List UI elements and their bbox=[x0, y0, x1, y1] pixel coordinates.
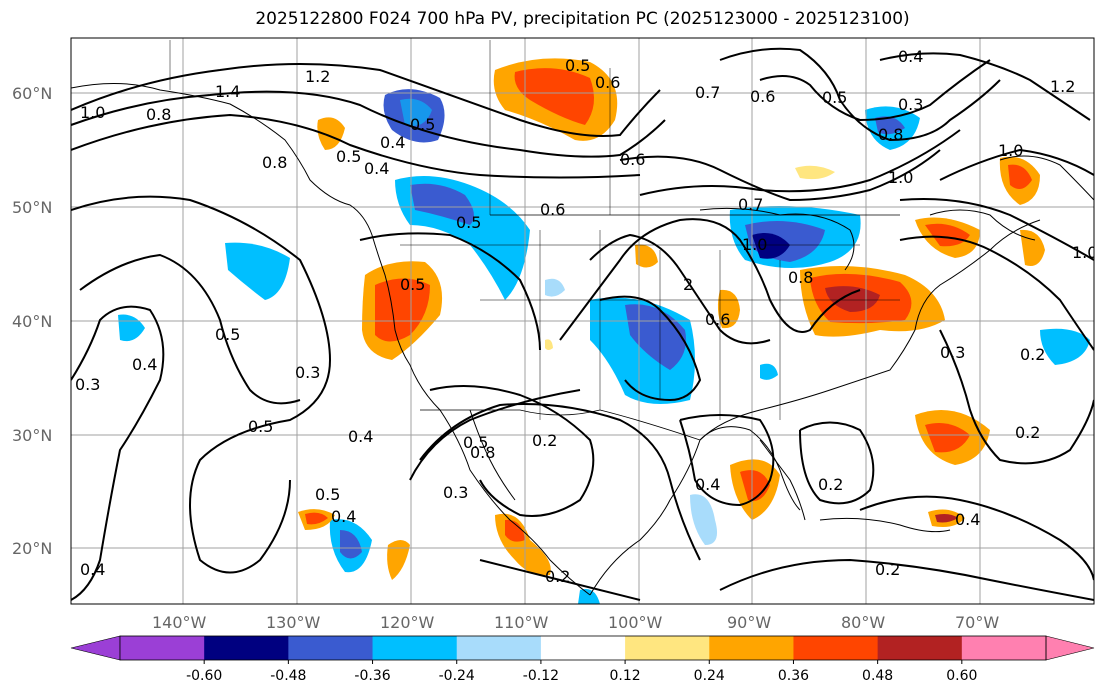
colorbar-swatch bbox=[204, 636, 289, 660]
pv-contours bbox=[71, 47, 1094, 601]
contour-labels: 1.0 0.8 1.4 1.2 0.8 0.5 0.4 0.5 0.6 0.5 … bbox=[75, 47, 1097, 586]
colorbar-swatch bbox=[793, 636, 879, 660]
contour-label: 0.4 bbox=[380, 133, 405, 152]
colorbar-tick-label: 0.24 bbox=[694, 668, 725, 684]
contour-label: 0.5 bbox=[565, 56, 590, 75]
contour-label: 0.4 bbox=[955, 510, 980, 529]
contour-label: 1.0 bbox=[80, 103, 105, 122]
contour-label: 0.2 bbox=[545, 567, 570, 586]
contour-label: 0.7 bbox=[695, 83, 720, 102]
contour-label: 0.5 bbox=[400, 275, 425, 294]
contour-label: 0.7 bbox=[738, 195, 763, 214]
lat-label: 30°N bbox=[12, 426, 52, 445]
lon-label: 80°W bbox=[841, 613, 885, 632]
colorbar-swatch bbox=[625, 636, 710, 660]
coastlines bbox=[71, 40, 1094, 596]
contour-label: 1.2 bbox=[1050, 77, 1075, 96]
colorbar-tick-label: -0.36 bbox=[354, 668, 390, 684]
contour-label: 0.6 bbox=[620, 150, 645, 169]
lon-label: 100°W bbox=[608, 613, 663, 632]
plot-frame bbox=[70, 37, 1095, 605]
contour-label: 0.3 bbox=[75, 375, 100, 394]
lon-label: 70°W bbox=[955, 613, 999, 632]
contour-label: 0.5 bbox=[822, 88, 847, 107]
contour-label: 0.2 bbox=[1020, 345, 1045, 364]
lat-label: 20°N bbox=[12, 539, 52, 558]
latitude-labels: 60°N 50°N 40°N 30°N 20°N bbox=[12, 84, 52, 558]
contour-label: 0.8 bbox=[878, 125, 903, 144]
lat-label: 60°N bbox=[12, 84, 52, 103]
graticule bbox=[71, 38, 1094, 604]
colorbar-swatch bbox=[709, 636, 794, 660]
colorbar-swatch bbox=[120, 636, 205, 660]
contour-label: 0.3 bbox=[898, 95, 923, 114]
contour-label: 1.0 bbox=[1072, 243, 1097, 262]
contour-label: 1.0 bbox=[998, 141, 1023, 160]
contour-label: 0.6 bbox=[540, 200, 565, 219]
lon-label: 120°W bbox=[380, 613, 435, 632]
contour-label: 0.5 bbox=[463, 433, 488, 452]
lat-label: 40°N bbox=[12, 312, 52, 331]
colorbar-extend-high bbox=[1045, 635, 1095, 661]
longitude-labels: 140°W 130°W 120°W 110°W 100°W 90°W 80°W … bbox=[152, 613, 999, 632]
contour-label: 0.5 bbox=[215, 325, 240, 344]
contour-label: 0.2 bbox=[875, 560, 900, 579]
colorbar-swatch bbox=[961, 636, 1047, 660]
contour-label: 0.4 bbox=[898, 47, 923, 66]
contour-label: 0.6 bbox=[595, 73, 620, 92]
contour-label: 0.8 bbox=[788, 268, 813, 287]
colorbar-tick-label: 0.12 bbox=[610, 668, 641, 684]
contour-label: 1.0 bbox=[888, 168, 913, 187]
contour-label: 0.8 bbox=[470, 443, 495, 462]
contour-label: 1.2 bbox=[305, 67, 330, 86]
contour-label: 0.4 bbox=[364, 159, 389, 178]
colorbar-swatch bbox=[540, 636, 626, 660]
contour-label: 0.3 bbox=[295, 363, 320, 382]
map-title: 2025122800 F024 700 hPa PV, precipitatio… bbox=[255, 9, 910, 29]
colorbar-tick-label: -0.24 bbox=[439, 668, 475, 684]
contour-label: 0.8 bbox=[146, 105, 171, 124]
contour-label: 1.0 bbox=[742, 235, 767, 254]
contour-label: 0.2 bbox=[818, 475, 843, 494]
contour-label: 1.4 bbox=[215, 82, 240, 101]
contour-label: 0.5 bbox=[248, 417, 273, 436]
contour-label: 0.2 bbox=[1015, 423, 1040, 442]
contour-label: 0.3 bbox=[443, 483, 468, 502]
colorbar-extend-low bbox=[70, 635, 121, 661]
lat-label: 50°N bbox=[12, 198, 52, 217]
lon-label: 130°W bbox=[266, 613, 321, 632]
contour-label: 0.6 bbox=[705, 310, 730, 329]
lon-label: 90°W bbox=[727, 613, 771, 632]
contour-label: 0.4 bbox=[80, 560, 105, 579]
colorbar-swatch bbox=[288, 636, 374, 660]
contour-label: 0.4 bbox=[132, 355, 157, 374]
colorbar-tick-label: 0.36 bbox=[778, 668, 809, 684]
contour-label: 0.5 bbox=[315, 485, 340, 504]
colorbar-tick-label: 0.60 bbox=[946, 668, 977, 684]
colorbar-swatch bbox=[372, 636, 458, 660]
precip-negative-anomalies bbox=[118, 89, 1090, 604]
colorbar-swatch bbox=[877, 636, 963, 660]
contour-label: 0.5 bbox=[336, 147, 361, 166]
lon-label: 110°W bbox=[494, 613, 549, 632]
colorbar-swatch bbox=[456, 636, 542, 660]
contour-label: 0.4 bbox=[695, 475, 720, 494]
colorbar-tick-label: -0.60 bbox=[186, 668, 222, 684]
colorbar-tick-label: -0.12 bbox=[523, 668, 559, 684]
contour-label: 0.5 bbox=[410, 115, 435, 134]
colorbar-tick-label: -0.48 bbox=[270, 668, 306, 684]
contour-label: 0.4 bbox=[331, 507, 356, 526]
colorbar: -0.60 -0.48 -0.36 -0.24 -0.12 0.12 0.24 0.36 0.4… bbox=[70, 635, 1095, 684]
contour-label: 2 bbox=[683, 275, 693, 294]
contour-label: 0.2 bbox=[532, 431, 557, 450]
contour-label: 0.8 bbox=[262, 153, 287, 172]
contour-label: 0.3 bbox=[940, 343, 965, 362]
colorbar-outline bbox=[119, 635, 1047, 661]
contour-label: 0.6 bbox=[750, 87, 775, 106]
contour-label: 0.4 bbox=[348, 427, 373, 446]
contour-label: 0.5 bbox=[456, 213, 481, 232]
colorbar-tick-label: 0.48 bbox=[862, 668, 893, 684]
lon-label: 140°W bbox=[152, 613, 207, 632]
